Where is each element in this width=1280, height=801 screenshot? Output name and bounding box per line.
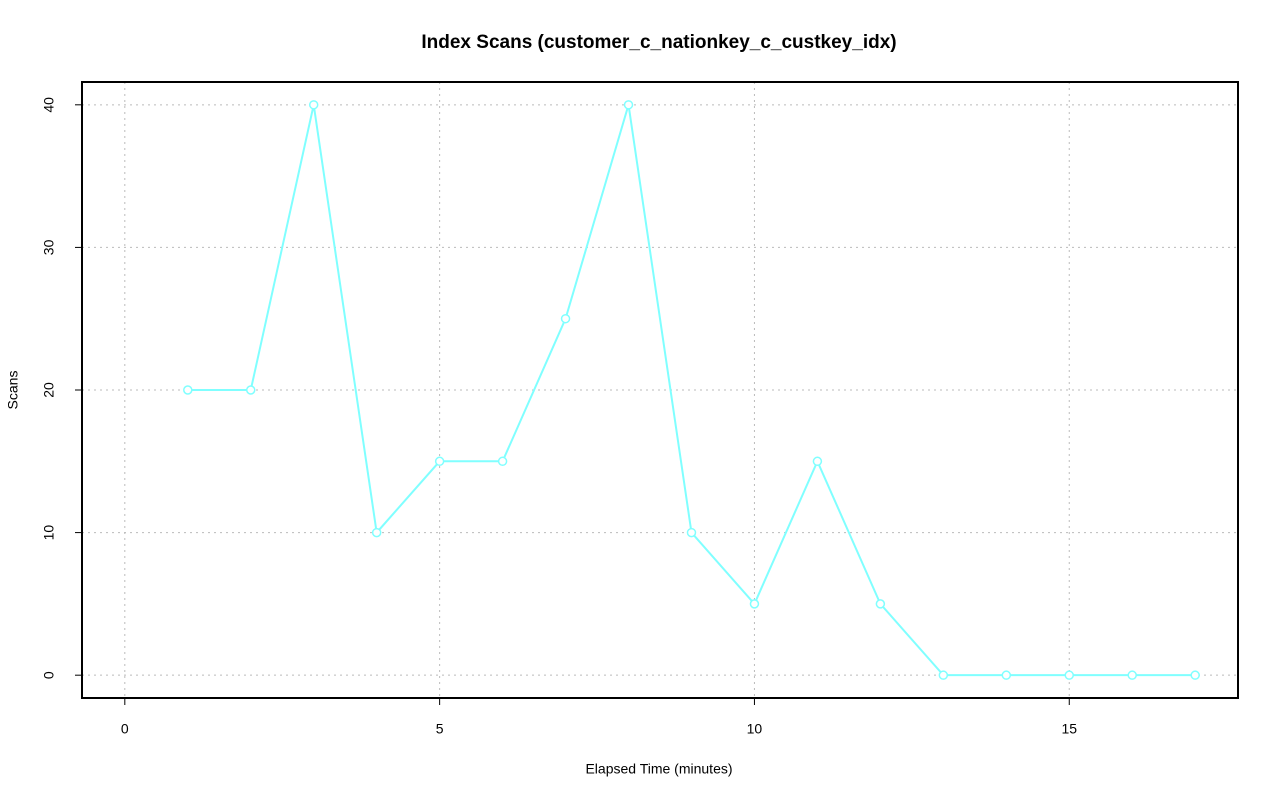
data-point: [1127, 670, 1137, 680]
data-line: [187, 104, 1196, 677]
data-point: [371, 527, 382, 538]
data-point: [938, 670, 949, 680]
y-tick-label: 40: [41, 97, 57, 113]
data-point: [1064, 670, 1075, 680]
y-tick-label: 0: [41, 671, 57, 679]
data-point: [308, 100, 319, 110]
x-tick-label: 0: [121, 721, 129, 737]
plot-frame: [81, 81, 1239, 699]
x-tick-label: 15: [1061, 721, 1077, 737]
y-tick-label: 20: [41, 382, 57, 398]
y-tick-label: 10: [41, 525, 57, 541]
x-tick-label: 10: [747, 721, 763, 737]
data-point: [183, 385, 193, 395]
data-point: [560, 313, 571, 324]
data-point: [686, 527, 697, 538]
data-point: [434, 456, 445, 467]
data-point: [1190, 670, 1200, 680]
data-point: [497, 456, 508, 467]
data-point: [875, 599, 886, 609]
data-point: [623, 100, 634, 110]
data-point: [245, 385, 256, 395]
y-tick-label: 30: [41, 239, 57, 255]
data-point: [812, 456, 823, 467]
data-point: [1001, 670, 1012, 680]
x-axis-label: Elapsed Time (minutes): [585, 761, 732, 777]
data-point: [749, 599, 760, 609]
chart-title: Index Scans (customer_c_nationkey_c_cust…: [421, 32, 896, 53]
y-axis-label: Scans: [5, 371, 21, 410]
x-tick-label: 5: [436, 721, 444, 737]
